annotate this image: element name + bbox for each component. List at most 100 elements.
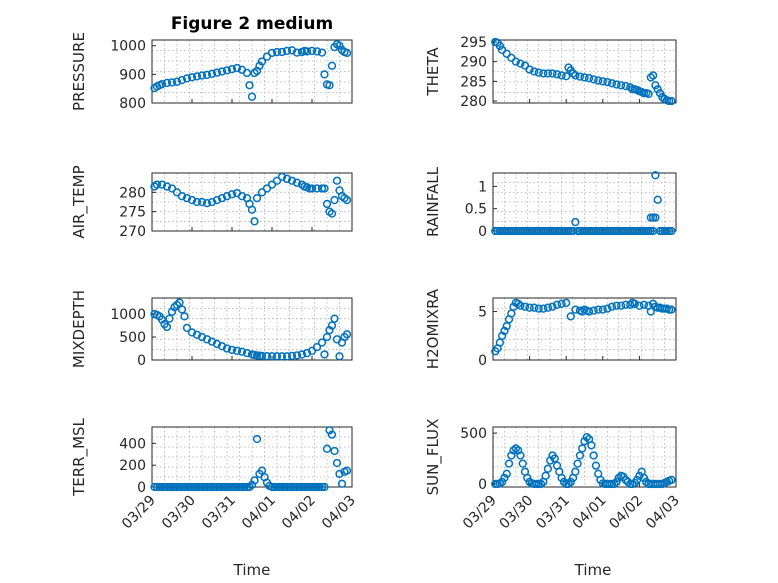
data-point xyxy=(257,57,267,66)
data-point xyxy=(187,73,197,82)
data-point xyxy=(282,174,292,183)
data-point xyxy=(292,178,302,187)
data-point xyxy=(222,192,232,201)
data-point xyxy=(562,298,571,307)
data-point xyxy=(616,301,626,310)
data-point xyxy=(594,305,603,314)
y-tick-label: 0.5 xyxy=(465,202,487,218)
y-axis-label: AIR_TEMP xyxy=(70,165,89,238)
data-point xyxy=(252,193,262,203)
y-tick-label: 285 xyxy=(460,74,487,90)
data-point xyxy=(227,345,237,355)
data-point xyxy=(616,81,626,90)
data-point xyxy=(222,66,232,75)
data-point xyxy=(202,199,212,208)
data-point xyxy=(557,473,566,482)
data-point xyxy=(630,299,639,308)
data-point xyxy=(237,347,247,356)
data-point xyxy=(530,303,539,312)
data-point xyxy=(182,74,192,83)
figure-title: Figure 2 medium xyxy=(171,14,333,34)
data-point xyxy=(589,451,598,460)
data-point xyxy=(598,305,607,314)
data-point xyxy=(651,171,660,180)
data-point xyxy=(566,312,575,321)
data-point xyxy=(315,482,324,492)
data-point xyxy=(312,342,322,352)
data-point xyxy=(162,182,172,191)
data-point xyxy=(282,46,292,56)
x-tick-label: 03/31 xyxy=(533,493,573,533)
data-point xyxy=(287,351,297,361)
panel-theta: 280 285 290 295 THETA xyxy=(424,35,677,110)
data-point xyxy=(302,47,312,56)
data-point xyxy=(297,350,307,359)
panel-terr_msl: 0 200 400 03/29 03/30 03/31 04/01 04/02 04/03 TER… xyxy=(70,417,359,532)
y-tick-label: 295 xyxy=(460,35,487,51)
data-point xyxy=(342,330,352,339)
data-point xyxy=(197,197,207,207)
data-point xyxy=(589,75,598,84)
axes-frame xyxy=(492,297,677,361)
data-point xyxy=(217,67,227,76)
x-tick-label: 03/30 xyxy=(159,493,199,533)
data-point xyxy=(502,469,511,478)
data-point xyxy=(247,92,257,101)
data-point xyxy=(232,346,242,355)
data-point xyxy=(337,479,347,488)
y-axis-label: MIXDEPTH xyxy=(70,290,88,368)
data-point xyxy=(167,184,177,193)
data-point xyxy=(170,303,179,312)
data-point xyxy=(335,41,344,50)
x-tick-label: 04/03 xyxy=(319,493,359,533)
data-point xyxy=(635,301,644,310)
data-point xyxy=(240,482,249,492)
data-point xyxy=(639,473,649,482)
data-point xyxy=(646,73,655,82)
data-point xyxy=(180,312,189,321)
data-point xyxy=(212,195,222,205)
data-point xyxy=(317,338,327,347)
data-point xyxy=(172,77,182,86)
data-point xyxy=(514,299,523,308)
data-point xyxy=(182,193,192,203)
data-point xyxy=(272,352,282,361)
y-tick-label: 1000 xyxy=(110,307,146,323)
data-point xyxy=(232,63,242,73)
y-tick-label: 280 xyxy=(460,94,487,110)
data-point xyxy=(317,48,327,57)
data-point xyxy=(187,195,197,205)
data-point xyxy=(157,79,167,89)
data-point xyxy=(543,69,553,78)
data-point xyxy=(648,71,658,80)
data-point xyxy=(644,89,653,99)
data-point xyxy=(525,65,534,74)
data-point xyxy=(320,184,329,193)
data-point xyxy=(312,47,322,56)
y-tick-label: 400 xyxy=(119,436,146,452)
data-point xyxy=(500,473,509,482)
data-point xyxy=(525,303,534,312)
data-point xyxy=(509,446,518,455)
data-point xyxy=(327,61,337,70)
data-point xyxy=(162,78,172,88)
data-point xyxy=(534,304,543,313)
data-point xyxy=(322,199,332,209)
data-point xyxy=(516,451,525,460)
data-point xyxy=(621,475,630,485)
data-point xyxy=(584,307,594,316)
data-point xyxy=(607,79,617,88)
data-point xyxy=(242,482,252,492)
y-tick-label: 0 xyxy=(137,480,146,496)
data-point xyxy=(543,303,553,312)
data-point xyxy=(322,332,332,342)
data-point xyxy=(584,74,594,83)
data-point xyxy=(552,300,562,309)
data-point xyxy=(287,176,297,185)
data-point xyxy=(267,48,277,58)
data-point xyxy=(594,76,603,85)
data-point xyxy=(667,96,676,106)
data-point xyxy=(518,459,527,468)
y-tick-label: 200 xyxy=(119,458,146,474)
data-point xyxy=(667,475,676,485)
